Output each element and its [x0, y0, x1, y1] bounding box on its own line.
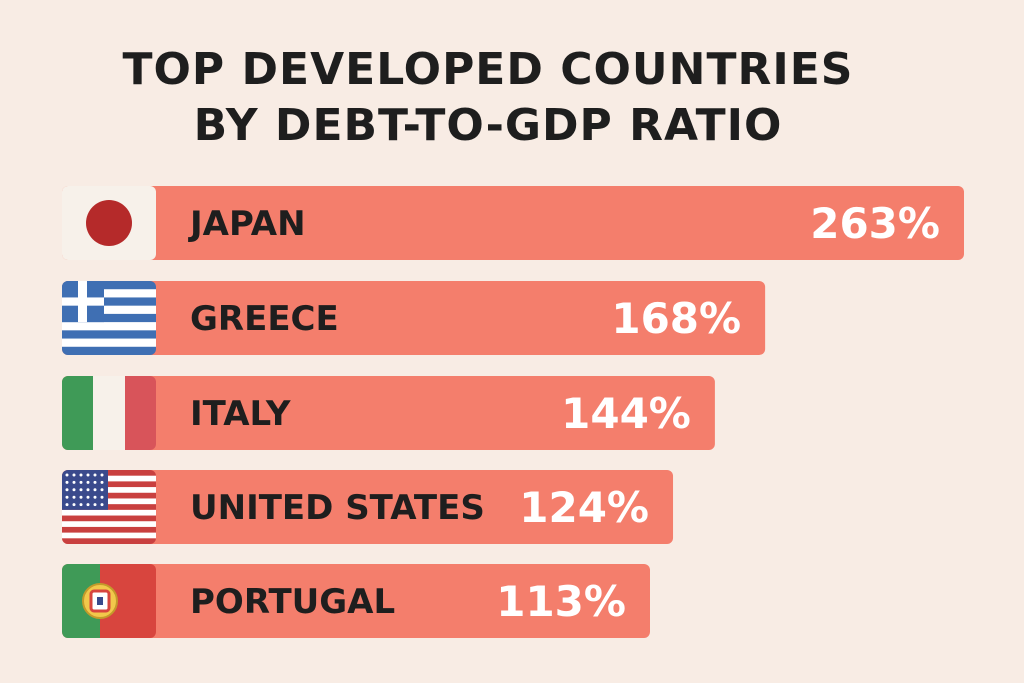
bar-greece	[62, 281, 766, 355]
japan-flag-icon	[62, 186, 156, 260]
title-line-2: BY DEBT-TO-GDP RATIO	[193, 100, 783, 151]
bar-italy	[62, 376, 715, 450]
italy-flag-icon	[62, 376, 156, 450]
portugal-flag-icon	[62, 564, 156, 638]
greece-flag-icon	[62, 281, 156, 355]
bar-label: UNITED STATES	[190, 488, 485, 528]
bar-label: PORTUGAL	[190, 582, 395, 622]
bar-portugal	[62, 564, 650, 638]
bar-value-label: 144%	[561, 389, 691, 438]
bar-label: GREECE	[190, 299, 339, 339]
bar-value-label: 263%	[810, 199, 940, 248]
bar-value-label: 113%	[496, 577, 626, 626]
usa-flag-icon	[62, 470, 156, 544]
bar-value-label: 168%	[611, 294, 741, 343]
title-line-1: TOP DEVELOPED COUNTRIES	[122, 44, 854, 95]
chart-title: TOP DEVELOPED COUNTRIES BY DEBT-TO-GDP R…	[0, 42, 976, 154]
bar-label: JAPAN	[188, 204, 306, 244]
bar-japan	[62, 186, 964, 260]
bar-label: ITALY	[190, 394, 291, 434]
bar-united-states	[62, 470, 674, 544]
bar-value-label: 124%	[519, 483, 649, 532]
